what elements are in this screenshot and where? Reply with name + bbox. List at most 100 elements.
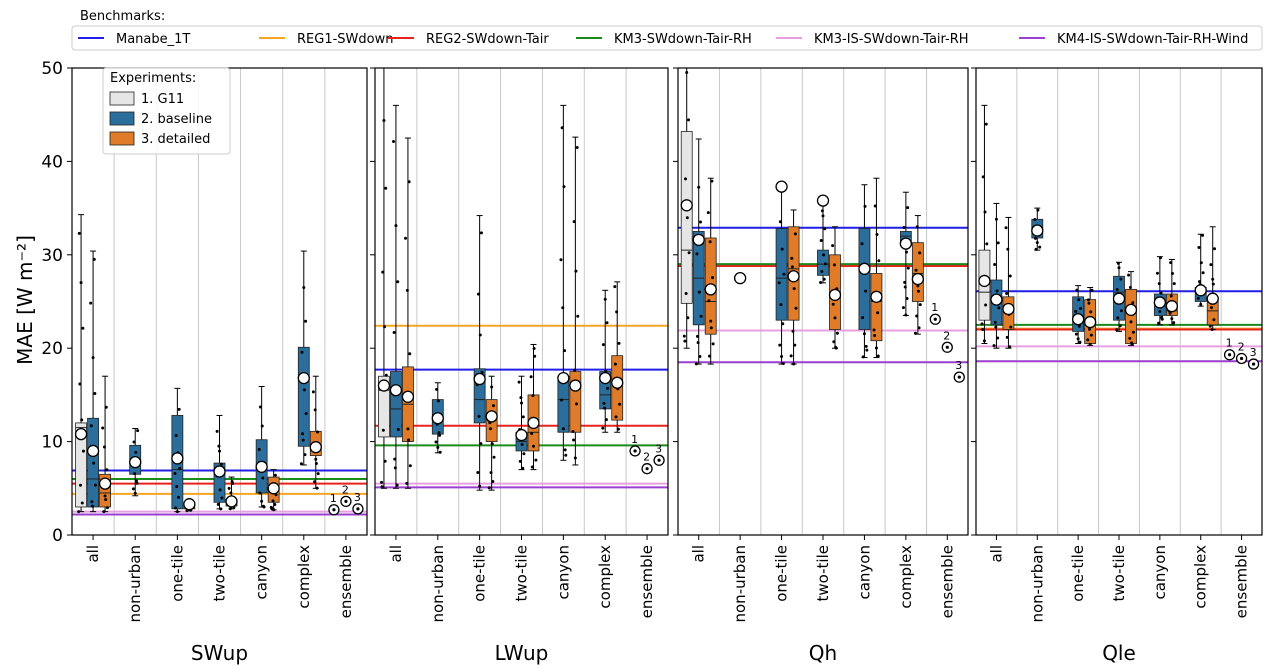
sample-dot <box>174 506 178 510</box>
sample-dot <box>699 314 703 318</box>
mean-marker <box>309 441 322 454</box>
sample-dot <box>820 209 824 213</box>
ensemble-dot <box>657 458 661 462</box>
ensemble-dot <box>633 449 637 453</box>
experiments-legend-title: Experiments: <box>110 71 196 86</box>
sample-dot <box>1131 301 1135 305</box>
ensemble-marker-3: 3 <box>653 442 665 466</box>
sample-dot <box>102 445 106 449</box>
ensemble-marker-1: 1 <box>929 301 941 325</box>
sample-dot <box>914 268 918 272</box>
sample-dot <box>822 253 826 257</box>
mean-marker <box>1002 302 1015 316</box>
sample-dot <box>383 325 387 329</box>
mean-marker <box>225 495 238 508</box>
sample-dot <box>985 242 989 246</box>
box-one-tile-exp2 <box>171 387 184 514</box>
ensemble-dot <box>1227 353 1232 357</box>
sample-dot <box>575 402 579 406</box>
sample-dot <box>686 316 690 320</box>
x-tick-label-non-urban: non-urban <box>429 545 447 623</box>
sample-dot <box>996 241 1000 245</box>
box-iqr <box>911 242 924 302</box>
sample-dot <box>219 462 223 466</box>
sample-dot <box>835 331 839 335</box>
x-tick-label-two-tile: two-tile <box>211 545 229 601</box>
sample-dot <box>1169 261 1173 265</box>
sample-dot <box>1086 338 1090 342</box>
sample-dot <box>270 506 274 510</box>
mean-marker <box>1031 224 1044 237</box>
sample-dot <box>1199 302 1203 306</box>
sample-dot <box>1170 271 1174 275</box>
sample-dot <box>1089 333 1093 337</box>
sample-dot <box>995 289 999 293</box>
x-tick-label-ensemble: ensemble <box>638 545 656 618</box>
sample-dot <box>571 430 575 434</box>
x-tick-label-canyon: canyon <box>554 545 572 600</box>
sample-dot <box>915 314 919 318</box>
sample-dot <box>134 479 138 483</box>
sample-dot <box>229 491 233 495</box>
sample-dot <box>698 355 702 359</box>
sample-dot <box>1210 327 1214 331</box>
x-tick-label-one-tile: one-tile <box>1069 545 1087 602</box>
sample-dot <box>695 252 699 256</box>
ensemble-label: 3 <box>354 491 361 504</box>
sample-dot <box>478 484 482 488</box>
sample-dot <box>602 401 606 405</box>
mean-marker <box>680 199 693 212</box>
mean-marker <box>485 410 498 423</box>
sample-dot <box>996 336 1000 340</box>
sample-dot <box>304 319 308 323</box>
sample-dot <box>1159 291 1163 295</box>
mean-marker <box>1206 292 1219 305</box>
ensemble-marker-1: 1 <box>328 492 340 516</box>
mean-marker <box>858 262 871 275</box>
sample-dot <box>408 464 412 468</box>
sample-dot <box>905 296 909 300</box>
mean-marker <box>704 283 717 296</box>
sample-dot <box>994 217 998 221</box>
x-tick-label-one-tile: one-tile <box>773 545 791 602</box>
panel-plot-area: 123 <box>72 68 367 535</box>
ensemble-label: 1 <box>1226 337 1233 350</box>
ensemble-dot <box>1251 362 1256 366</box>
box-two-tile-exp2 <box>515 375 528 471</box>
box-all-exp2 <box>86 250 100 513</box>
sample-dot <box>534 458 538 462</box>
sample-dot <box>231 481 235 485</box>
mean-marker <box>129 455 142 469</box>
x-tick-label-ensemble: ensemble <box>1233 545 1251 618</box>
sample-dot <box>521 415 525 419</box>
sample-dot <box>1155 271 1159 275</box>
sample-dot <box>831 302 835 306</box>
sample-dot <box>709 326 713 330</box>
sample-dot <box>709 319 713 323</box>
sample-dot <box>491 404 495 408</box>
sample-dot <box>488 427 492 431</box>
ensemble-marker-3: 3 <box>352 491 364 515</box>
sample-dot <box>81 326 85 330</box>
sample-dot <box>1033 218 1037 222</box>
sample-dot <box>383 459 387 463</box>
sample-dot <box>1035 241 1039 245</box>
sample-dot <box>476 292 480 296</box>
box-one-tile-exp2 <box>473 215 486 491</box>
y-tick-label: 0 <box>52 526 63 546</box>
sample-dot <box>1074 310 1078 314</box>
sample-dot <box>603 406 607 410</box>
sample-dot <box>861 355 865 359</box>
x-tick-label-canyon: canyon <box>1151 545 1169 600</box>
sample-dot <box>384 186 388 190</box>
mean-marker <box>1083 315 1097 329</box>
box-two-tile-exp2 <box>213 414 226 511</box>
sample-dot <box>561 427 565 431</box>
sample-dot <box>408 352 412 356</box>
sample-dot <box>697 185 701 189</box>
sample-dot <box>834 346 838 350</box>
box-iqr <box>390 371 402 438</box>
box-canyon-exp2 <box>255 385 268 509</box>
